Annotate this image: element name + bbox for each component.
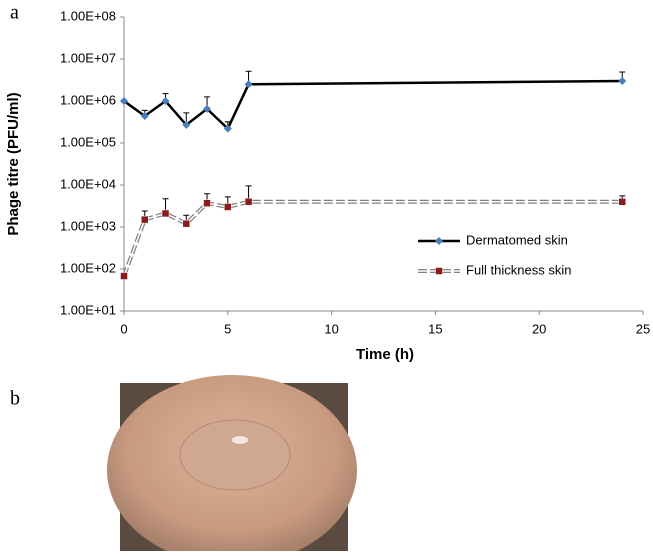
marker [120,97,128,105]
y-tick-label: 1.00E+04 [60,176,116,191]
marker [203,199,211,207]
y-tick-label: 1.00E+05 [60,134,116,149]
marker [203,104,212,113]
marker [141,215,149,224]
marker [182,219,191,228]
y-tick-label: 1.00E+01 [60,302,116,317]
marker [140,111,149,120]
legend-label: Dermatomed skin [466,232,568,247]
series-line [123,79,623,131]
marker [161,97,170,105]
marker [244,80,253,89]
x-tick-label: 25 [636,321,650,336]
y-tick-label: 1.00E+07 [60,50,116,65]
panel-label: a [10,2,19,24]
x-tick-label: 15 [428,321,442,336]
x-tick-label: 20 [532,321,546,336]
marker [244,197,253,206]
marker [618,197,626,206]
y-tick-label: 1.00E+03 [60,218,116,233]
x-tick-label: 0 [120,321,127,336]
y-tick-label: 1.00E+08 [60,8,116,23]
marker [435,237,443,245]
x-tick-label: 10 [324,321,338,336]
marker [224,203,232,211]
legend-label: Full thickness skin [466,262,571,277]
marker [435,267,443,275]
marker [223,124,232,133]
marker [120,272,128,280]
panel-label: b [10,388,20,410]
y-axis-label: Phage titre (PFU/ml) [5,92,22,235]
x-tick-label: 5 [224,321,231,336]
x-axis-label: Time (h) [356,346,414,363]
marker [182,120,191,129]
marker [161,209,170,218]
y-tick-label: 1.00E+06 [60,92,116,107]
marker [618,76,627,85]
y-tick-label: 1.00E+02 [60,260,116,275]
photo [107,375,357,556]
